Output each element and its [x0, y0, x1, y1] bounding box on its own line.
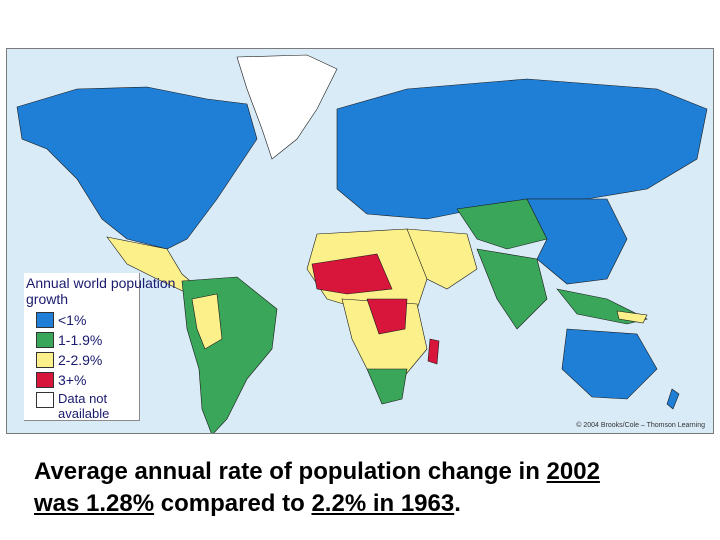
world-map-graphic — [16, 54, 708, 433]
caption-rate-2002: was 1.28% — [34, 490, 155, 517]
africa-south — [366, 368, 408, 405]
legend-label: <1% — [58, 312, 87, 328]
australia — [561, 328, 658, 400]
south-america-yellow — [191, 293, 223, 350]
swatch-yellow — [36, 352, 54, 368]
africa-sahel-red — [311, 253, 393, 295]
eurasia-north — [336, 78, 708, 220]
africa-congo-red — [366, 298, 408, 335]
swatch-red — [36, 372, 54, 388]
swatch-blue — [36, 312, 54, 328]
caption-period: . — [454, 490, 461, 517]
caption-rate-1963: 2.2% in 1963 — [311, 490, 455, 517]
greenland — [236, 54, 338, 160]
legend-label: 3+% — [58, 372, 87, 388]
legend-label: 1-1.9% — [58, 332, 103, 348]
map-legend: Annual world population growth <1% 1-1.9… — [24, 273, 175, 421]
madagascar — [427, 338, 440, 365]
legend-label: 2-2.9% — [58, 352, 103, 368]
swatch-green — [36, 332, 54, 348]
slide-caption: Average annual rate of population change… — [34, 456, 714, 520]
legend-title: Annual world population growth — [26, 275, 176, 307]
new-zealand — [666, 388, 680, 410]
caption-text: compared to — [154, 490, 312, 517]
north-america — [16, 86, 258, 250]
swatch-white — [36, 392, 54, 408]
china — [526, 198, 628, 285]
new-guinea — [616, 310, 648, 324]
copyright-credit: © 2004 Brooks/Cole – Thomson Learning — [576, 422, 705, 429]
legend-label: Data not available — [58, 391, 110, 421]
south-asia — [476, 248, 548, 330]
caption-year-2002: 2002 — [546, 458, 600, 485]
caption-text: Average annual rate of population change… — [34, 458, 547, 485]
